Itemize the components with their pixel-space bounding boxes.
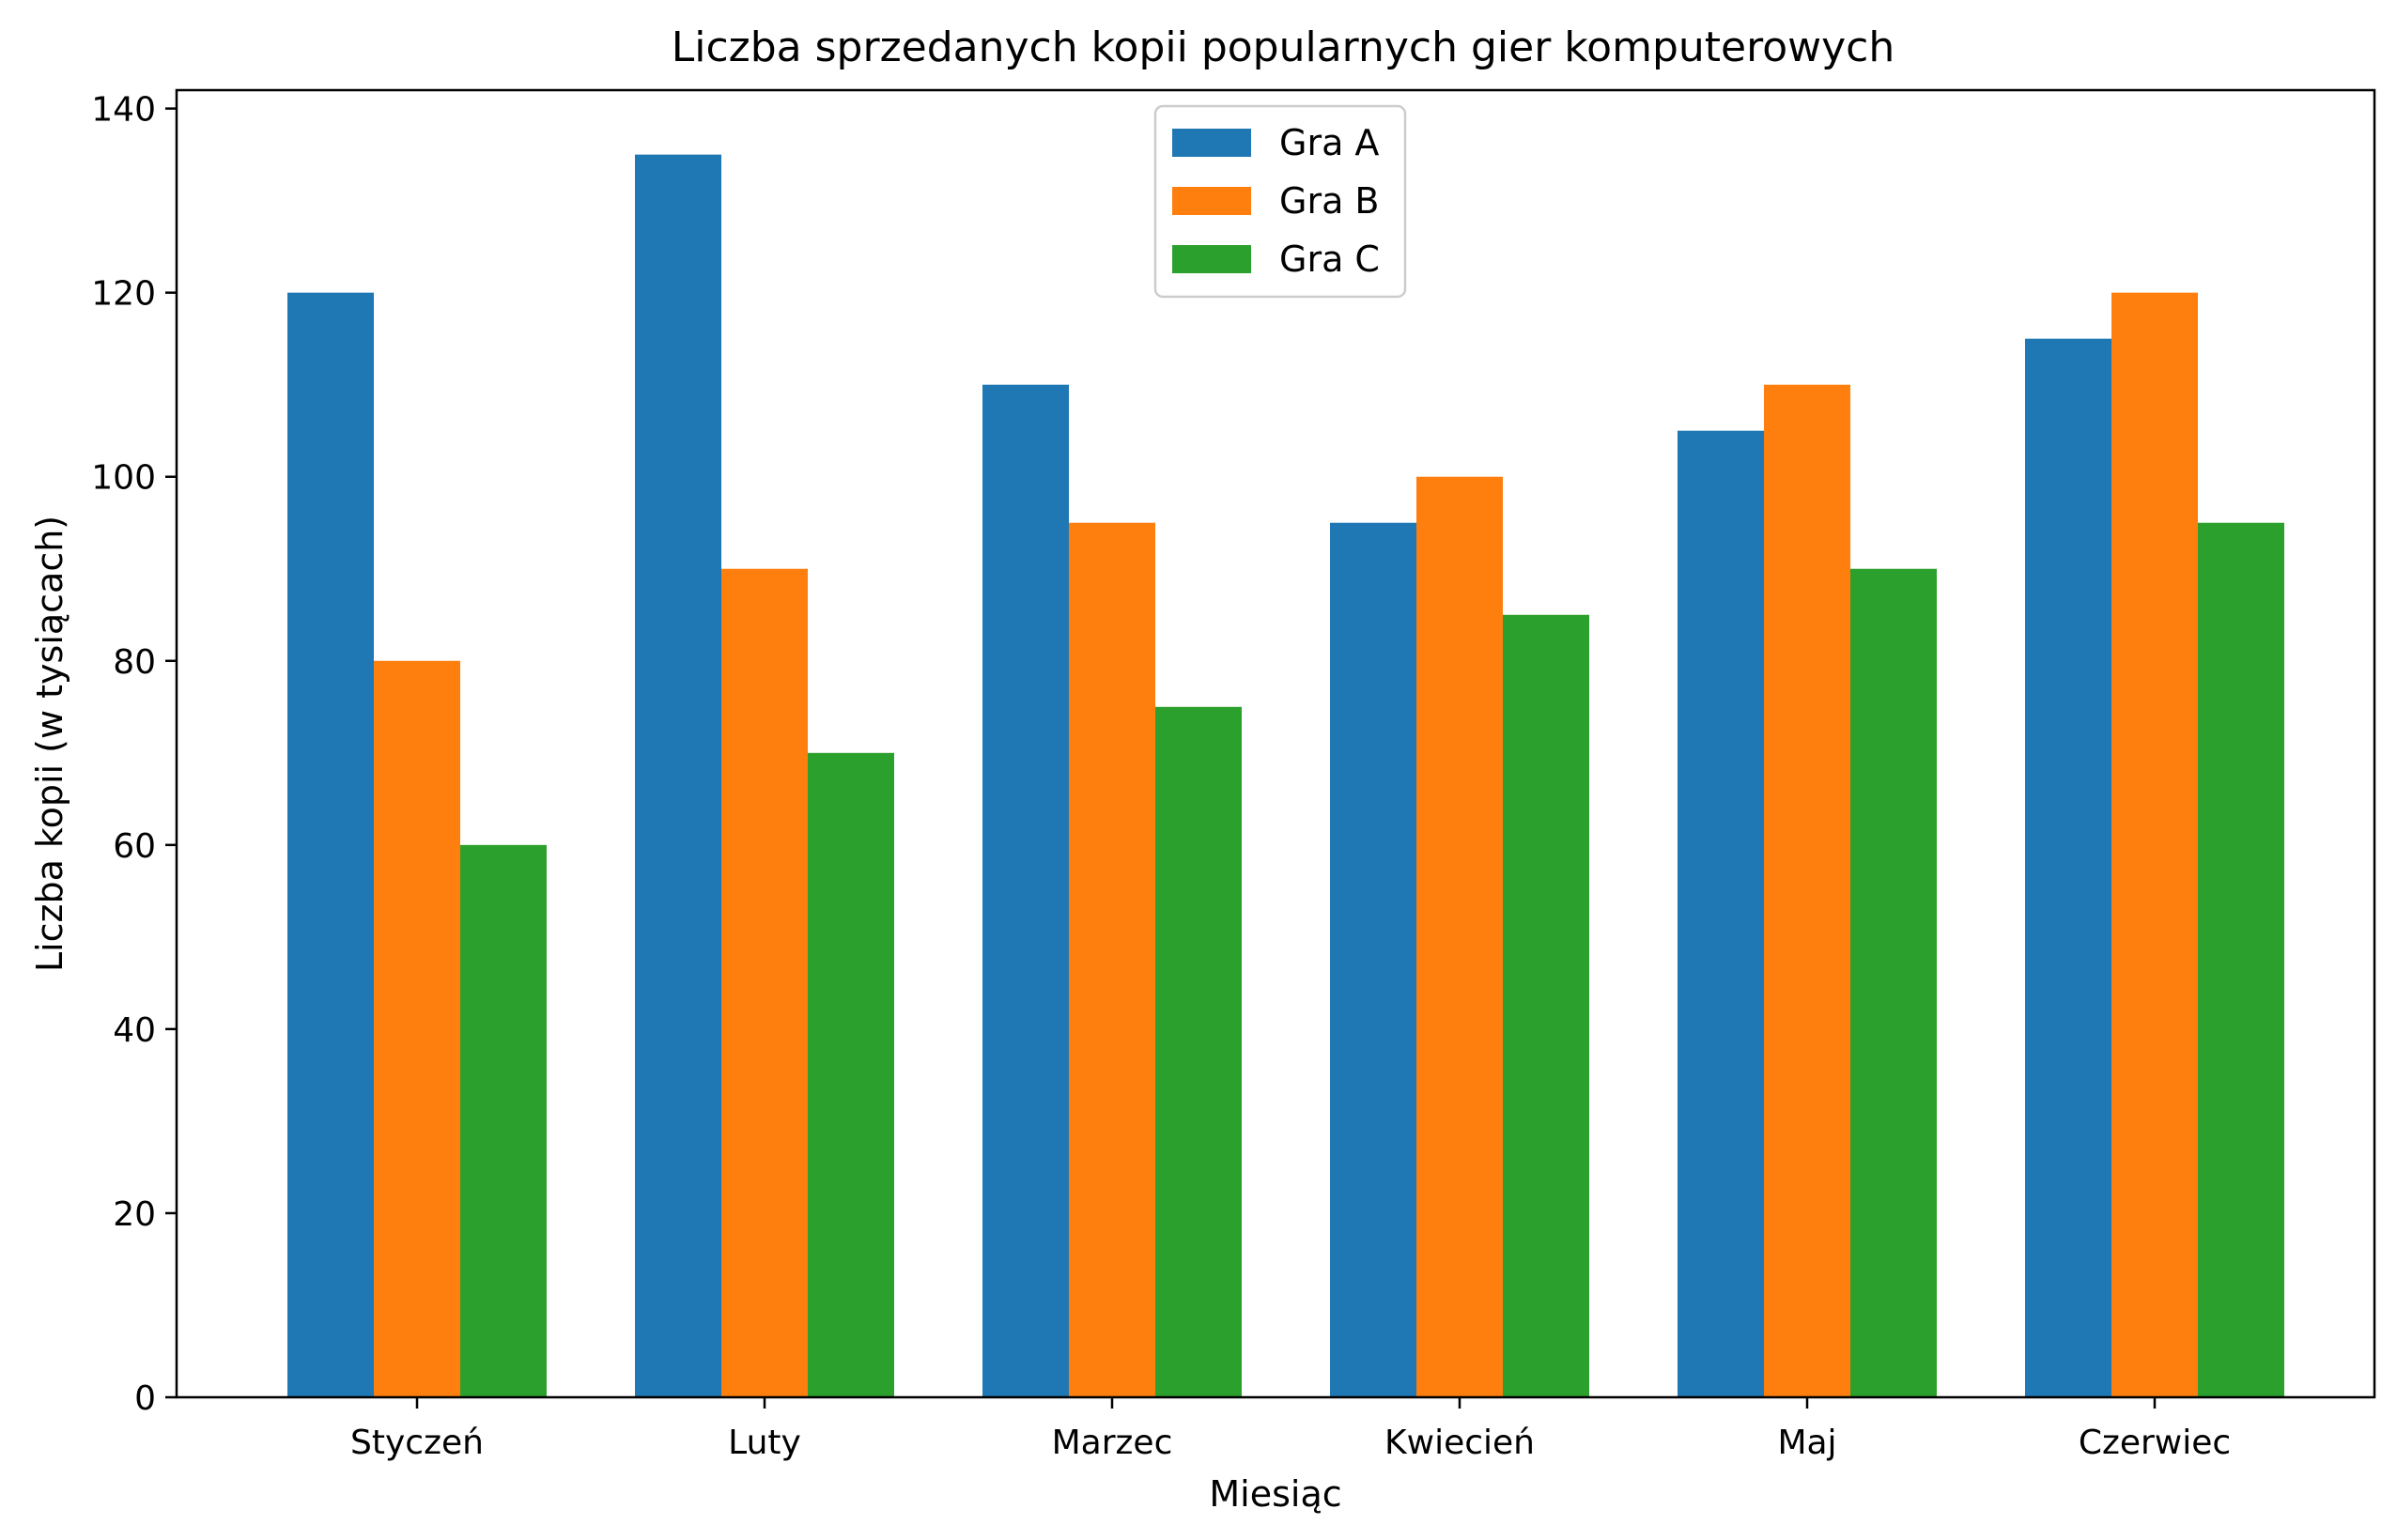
bar-gra-a-3: [1330, 522, 1416, 1397]
legend-swatch-gra-b: [1172, 187, 1251, 215]
bar-gra-a-1: [635, 154, 721, 1397]
x-tick-label: Czerwiec: [2079, 1424, 2231, 1462]
plot-frame: [175, 88, 2376, 1399]
x-tick-label: Maj: [1777, 1424, 1836, 1462]
y-tick-label: 80: [113, 643, 156, 682]
x-axis-label: Miesiąc: [1209, 1473, 1341, 1515]
bar-gra-b-4: [1764, 384, 1850, 1397]
bar-gra-c-5: [2198, 522, 2284, 1397]
y-tick-label: 120: [91, 275, 156, 314]
y-axis-ticks: 0 20 40 60 80 100 120 140: [91, 91, 177, 1418]
legend-label: Gra A: [1279, 122, 1379, 163]
y-tick-label: 100: [91, 459, 156, 498]
y-tick-label: 60: [113, 827, 156, 866]
bar-gra-c-0: [460, 844, 547, 1397]
bar-gra-c-2: [1155, 706, 1242, 1397]
chart-title: Liczba sprzedanych kopii popularnych gie…: [672, 23, 1895, 71]
bar-gra-a-2: [982, 384, 1069, 1397]
y-tick-label: 20: [113, 1195, 156, 1234]
bar-gra-b-3: [1416, 476, 1503, 1397]
bar-gra-b-0: [374, 660, 460, 1397]
bar-gra-b-1: [721, 568, 808, 1397]
bar-gra-c-1: [808, 752, 894, 1397]
y-tick-label: 0: [134, 1379, 156, 1418]
bar-gra-a-0: [287, 292, 374, 1397]
bar-gra-b-2: [1069, 522, 1155, 1397]
legend: Gra A Gra B Gra C: [1153, 104, 1407, 299]
bar-gra-b-5: [2111, 292, 2198, 1397]
legend-swatch-gra-c: [1172, 245, 1251, 273]
x-tick-label: Luty: [728, 1424, 801, 1462]
x-tick-label: Kwiecień: [1384, 1424, 1535, 1462]
legend-swatch-gra-a: [1172, 129, 1251, 157]
y-tick-label: 40: [113, 1011, 156, 1050]
legend-label: Gra B: [1279, 180, 1380, 222]
bar-gra-a-5: [2025, 338, 2111, 1398]
bar-gra-c-4: [1850, 568, 1937, 1397]
x-axis-ticks: Styczeń Luty Marzec Kwiecień Maj Czerwiec: [350, 1397, 2231, 1462]
y-axis-label: Liczba kopii (w tysiącach): [29, 516, 70, 972]
y-tick-label: 140: [91, 91, 156, 130]
bar-gra-c-3: [1503, 614, 1589, 1397]
bars-group: [287, 154, 2284, 1398]
x-tick-label: Marzec: [1052, 1424, 1173, 1462]
bar-gra-a-4: [1678, 430, 1764, 1397]
legend-label: Gra C: [1279, 239, 1380, 280]
x-tick-label: Styczeń: [350, 1424, 484, 1462]
